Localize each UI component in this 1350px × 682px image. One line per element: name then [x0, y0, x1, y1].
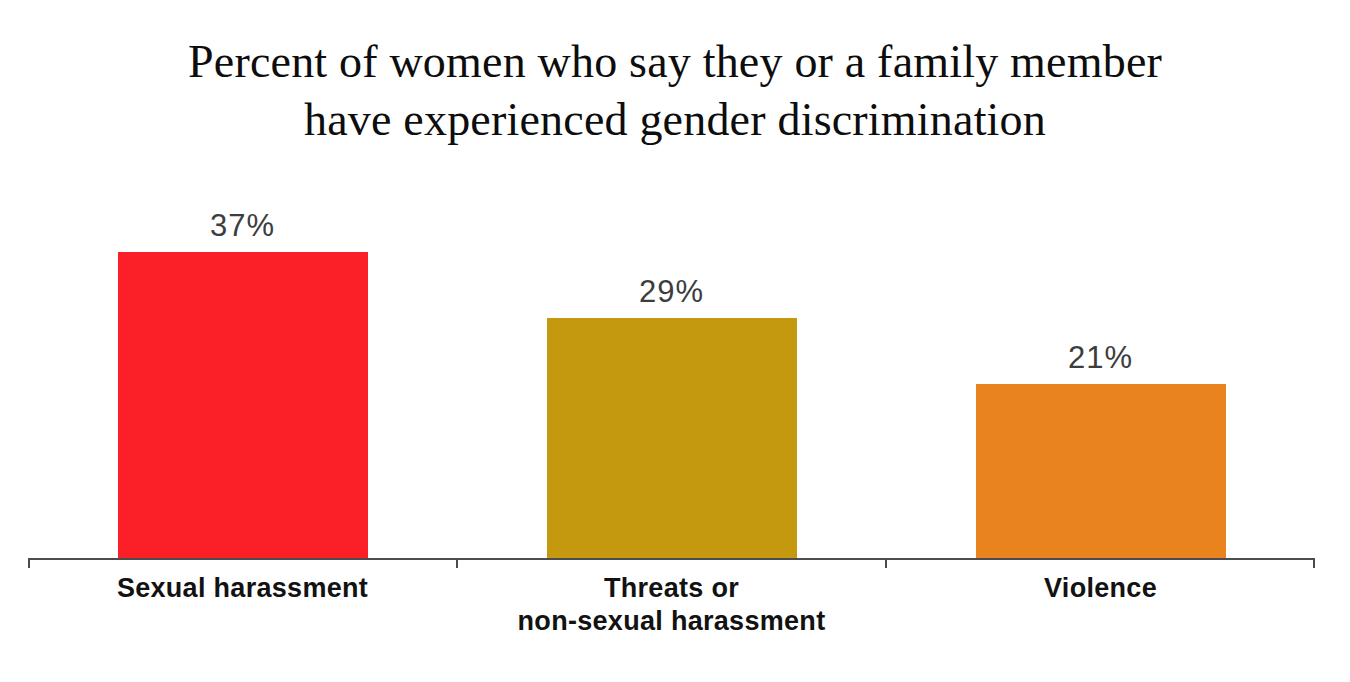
- value-label-sexual-harassment: 37%: [28, 208, 457, 244]
- category-column-sexual-harassment: 37%Sexual harassment: [28, 180, 457, 558]
- bar-violence: [976, 384, 1226, 558]
- chart-title-line1: Percent of women who say they or a famil…: [188, 36, 1162, 87]
- category-label-threats-or-non-sexual-harassment: Threats ornon-sexual harassment: [457, 572, 886, 638]
- plot-area: 37%Sexual harassment29%Threats ornon-sex…: [28, 180, 1315, 560]
- bar-threats-or-non-sexual-harassment: [547, 318, 797, 558]
- axis-tick: [28, 558, 30, 568]
- chart-title-line2: have experienced gender discrimination: [304, 94, 1046, 145]
- bar-sexual-harassment: [118, 252, 368, 558]
- axis-tick: [456, 558, 458, 568]
- category-label-sexual-harassment: Sexual harassment: [28, 572, 457, 605]
- value-label-violence: 21%: [886, 340, 1315, 376]
- value-label-threats-or-non-sexual-harassment: 29%: [457, 274, 886, 310]
- category-label-violence: Violence: [886, 572, 1315, 605]
- category-column-violence: 21%Violence: [886, 180, 1315, 558]
- chart-title: Percent of women who say they or a famil…: [0, 33, 1350, 149]
- bar-chart: Percent of women who say they or a famil…: [0, 0, 1350, 682]
- axis-tick: [885, 558, 887, 568]
- axis-tick: [1313, 558, 1315, 568]
- category-column-threats-or-non-sexual-harassment: 29%Threats ornon-sexual harassment: [457, 180, 886, 558]
